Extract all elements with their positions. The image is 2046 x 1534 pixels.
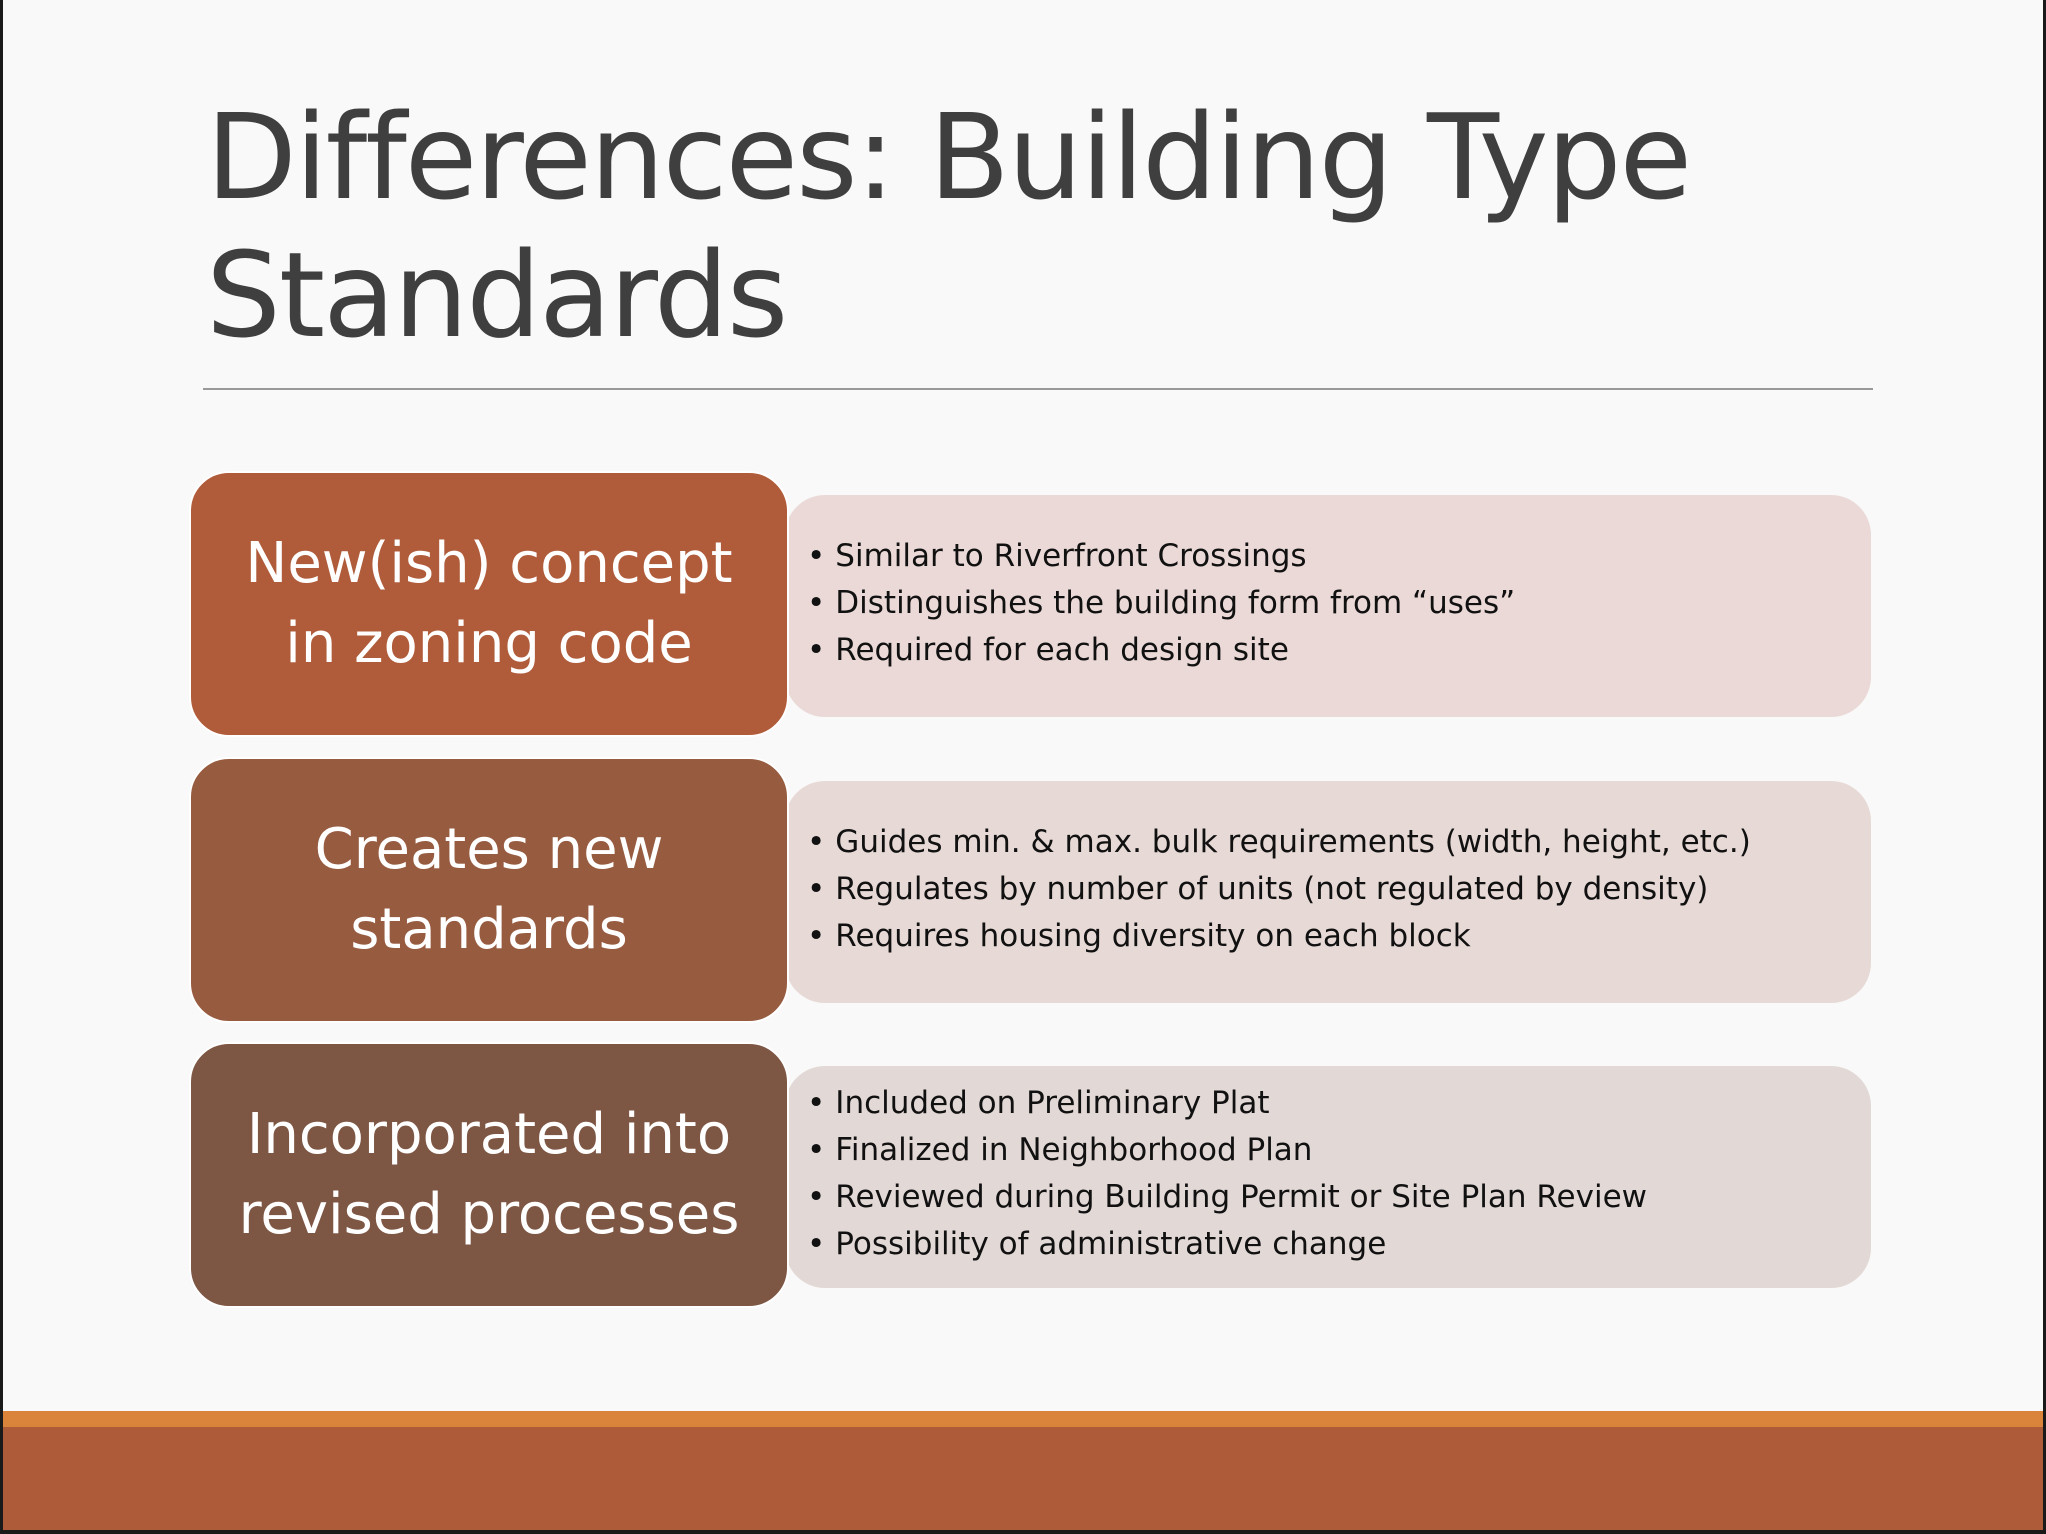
row-heading-block: New(ish) concept in zoning code xyxy=(189,471,789,737)
bullet-item: Regulates by number of units (not regula… xyxy=(807,866,1751,913)
footer-band xyxy=(3,1427,2043,1530)
bullet-item: Distinguishes the building form from “us… xyxy=(807,580,1515,627)
bullet-item: Required for each design site xyxy=(807,627,1515,674)
row-new-standards: Creates new standards Guides min. & max.… xyxy=(189,757,1875,1027)
bullet-item: Requires housing diversity on each block xyxy=(807,913,1751,960)
row-bullet-list: Guides min. & max. bulk requirements (wi… xyxy=(807,819,1751,960)
row-bullet-list: Similar to Riverfront Crossings Distingu… xyxy=(807,533,1515,674)
bullet-item: Similar to Riverfront Crossings xyxy=(807,533,1515,580)
row-bullet-list: Included on Preliminary Plat Finalized i… xyxy=(807,1080,1647,1268)
bullet-item: Guides min. & max. bulk requirements (wi… xyxy=(807,819,1751,866)
bullet-item: Included on Preliminary Plat xyxy=(807,1080,1647,1127)
bullet-item: Finalized in Neighborhood Plan xyxy=(807,1127,1647,1174)
row-heading-label: Creates new standards xyxy=(314,817,664,962)
footer-accent-stripe xyxy=(3,1411,2043,1427)
bullet-item: Reviewed during Building Permit or Site … xyxy=(807,1174,1647,1221)
row-heading-label: Incorporated into revised processes xyxy=(238,1102,740,1247)
title-divider xyxy=(203,388,1873,390)
row-heading-label: New(ish) concept in zoning code xyxy=(245,531,733,676)
row-new-concept: New(ish) concept in zoning code Similar … xyxy=(189,471,1875,741)
row-revised-processes: Incorporated into revised processes Incl… xyxy=(189,1042,1875,1312)
row-heading-block: Incorporated into revised processes xyxy=(189,1042,789,1308)
row-heading-block: Creates new standards xyxy=(189,757,789,1023)
bullet-item: Possibility of administrative change xyxy=(807,1221,1647,1268)
slide-title: Differences: Building Type Standards xyxy=(206,88,1692,364)
slide: Differences: Building Type Standards New… xyxy=(3,0,2043,1530)
